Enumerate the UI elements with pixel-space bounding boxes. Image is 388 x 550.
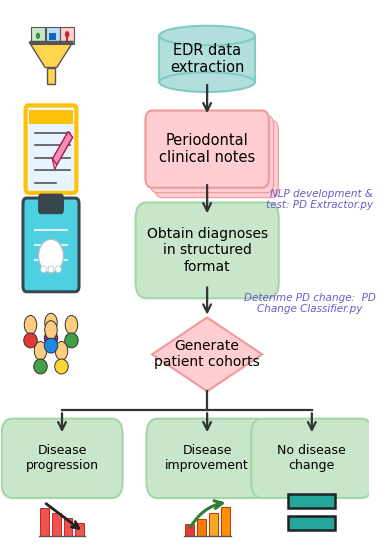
FancyBboxPatch shape [209, 513, 218, 536]
Ellipse shape [24, 333, 37, 348]
Circle shape [36, 32, 40, 39]
FancyBboxPatch shape [150, 116, 274, 192]
Ellipse shape [48, 266, 54, 273]
Text: Disease
progression: Disease progression [26, 444, 99, 472]
Text: Deterime PD change:  PD
Change Classifier.py: Deterime PD change: PD Change Classifier… [244, 293, 376, 314]
FancyBboxPatch shape [31, 27, 45, 45]
Circle shape [55, 342, 68, 360]
FancyBboxPatch shape [251, 419, 372, 498]
FancyBboxPatch shape [135, 202, 279, 298]
Circle shape [24, 316, 37, 334]
Text: Obtain diagnoses
in structured
format: Obtain diagnoses in structured format [147, 227, 268, 273]
Ellipse shape [38, 239, 64, 273]
FancyBboxPatch shape [75, 523, 84, 536]
Ellipse shape [159, 26, 255, 46]
Ellipse shape [34, 359, 47, 374]
Text: No disease
change: No disease change [277, 444, 346, 472]
FancyBboxPatch shape [185, 524, 194, 536]
Polygon shape [52, 159, 57, 169]
FancyBboxPatch shape [220, 508, 230, 536]
FancyBboxPatch shape [28, 110, 73, 124]
FancyBboxPatch shape [60, 27, 74, 45]
FancyBboxPatch shape [147, 419, 268, 498]
FancyBboxPatch shape [2, 419, 123, 498]
Text: Generate
patient cohorts: Generate patient cohorts [154, 339, 260, 370]
Text: EDR data
extraction: EDR data extraction [170, 43, 244, 75]
Ellipse shape [44, 331, 58, 345]
FancyBboxPatch shape [52, 513, 61, 536]
FancyBboxPatch shape [48, 33, 56, 40]
FancyBboxPatch shape [23, 198, 79, 292]
FancyBboxPatch shape [47, 68, 55, 85]
FancyBboxPatch shape [146, 111, 269, 188]
FancyBboxPatch shape [159, 36, 255, 82]
Ellipse shape [159, 72, 255, 92]
FancyBboxPatch shape [288, 494, 335, 508]
FancyBboxPatch shape [39, 194, 63, 213]
Ellipse shape [55, 359, 68, 374]
Circle shape [65, 316, 78, 334]
Ellipse shape [55, 266, 61, 273]
Polygon shape [29, 42, 73, 68]
FancyBboxPatch shape [64, 518, 73, 536]
Circle shape [45, 314, 57, 332]
FancyBboxPatch shape [288, 516, 335, 530]
FancyBboxPatch shape [155, 120, 279, 197]
FancyBboxPatch shape [40, 508, 48, 536]
Circle shape [65, 31, 69, 38]
Polygon shape [52, 131, 73, 165]
Ellipse shape [65, 333, 78, 348]
Ellipse shape [44, 338, 58, 353]
Polygon shape [152, 317, 262, 391]
Text: Periodontal
clinical notes: Periodontal clinical notes [159, 133, 255, 166]
Text: Disease
improvement: Disease improvement [165, 444, 249, 472]
FancyBboxPatch shape [26, 106, 76, 193]
Circle shape [34, 342, 47, 360]
FancyBboxPatch shape [45, 27, 60, 45]
Text: NLP development &
test: PD Extractor.py: NLP development & test: PD Extractor.py [266, 189, 373, 210]
Ellipse shape [41, 266, 47, 273]
FancyBboxPatch shape [197, 519, 206, 536]
Circle shape [45, 321, 57, 339]
